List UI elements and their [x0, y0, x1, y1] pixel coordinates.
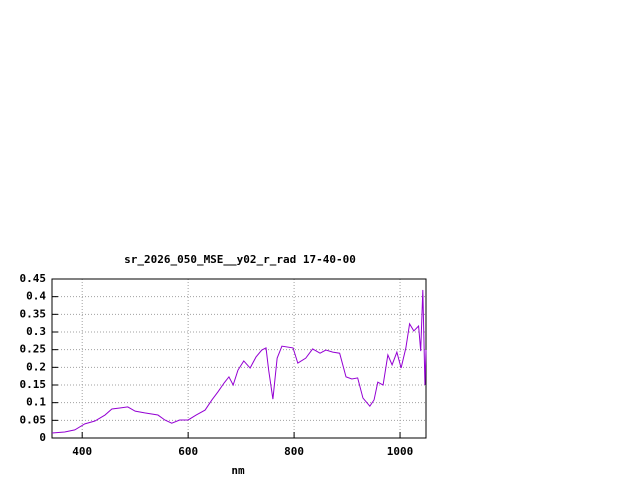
y-tick-label: 0.2 — [26, 360, 46, 373]
y-tick-label: 0.15 — [20, 378, 47, 391]
chart-title: sr_2026_050_MSE__y02_r_rad 17-40-00 — [124, 253, 356, 266]
y-tick-label: 0.25 — [20, 343, 47, 356]
y-tick-label: 0.4 — [26, 290, 46, 303]
x-tick-label: 800 — [284, 445, 304, 458]
x-tick-label: 600 — [178, 445, 198, 458]
y-tick-label: 0.05 — [20, 413, 47, 426]
plot-border — [51, 278, 427, 439]
x-tick-label: 1000 — [387, 445, 414, 458]
x-tick-label: 400 — [72, 445, 92, 458]
data-line — [51, 289, 427, 434]
y-tick-label: 0 — [39, 431, 46, 444]
x-axis-label: nm — [231, 464, 245, 477]
y-tick-label: 0.3 — [26, 325, 46, 338]
y-tick-label: 0.1 — [26, 396, 46, 409]
y-tick-label: 0.35 — [20, 307, 47, 320]
y-tick-label: 0.45 — [20, 272, 47, 285]
